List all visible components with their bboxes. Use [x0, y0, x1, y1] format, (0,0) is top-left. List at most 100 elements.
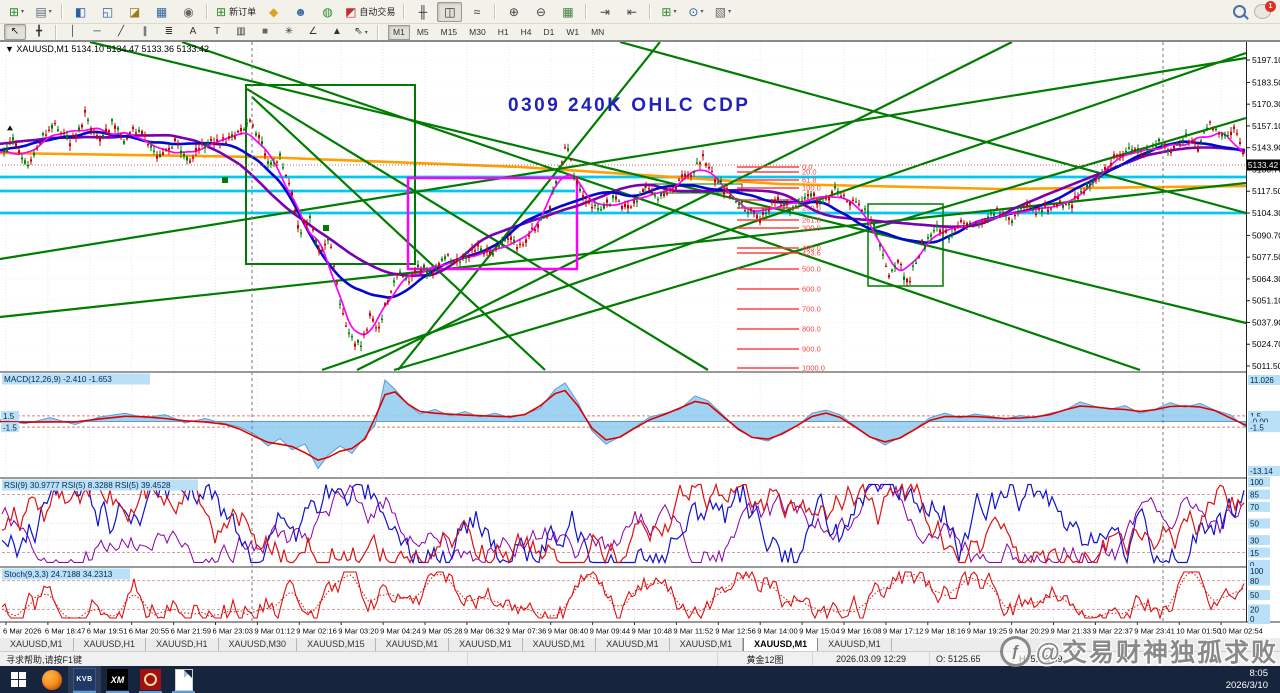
vline-icon[interactable]: │	[62, 24, 84, 40]
svg-text:5157.10: 5157.10	[1252, 121, 1280, 131]
periods-icon[interactable]: ⊙ ▾	[683, 2, 708, 22]
status-high: H: 5119.39	[1013, 652, 1100, 666]
svg-text:9 Mar 17:12: 9 Mar 17:12	[883, 627, 924, 636]
svg-text:9 Mar 09:44: 9 Mar 09:44	[590, 627, 631, 636]
chart-canvas[interactable]: 0.020.061.8100.0161.8200.0261.8300.0400.…	[0, 41, 1280, 638]
chart-tab[interactable]: XAUUSD,M1	[375, 636, 450, 651]
triangle-icon[interactable]: ▲	[326, 24, 348, 40]
timeframe-MN[interactable]: MN	[591, 27, 605, 37]
marks-icon[interactable]: ✳	[278, 24, 300, 40]
new-order-button[interactable]: ⊞ 新订单	[213, 2, 259, 22]
profiles-icon[interactable]: ▤ ▾	[31, 2, 56, 22]
profiles-icon-glyph: ▤	[35, 4, 47, 19]
chart-tab[interactable]: XAUUSD,M1	[449, 636, 523, 651]
svg-text:0: 0	[1250, 561, 1255, 570]
red-tile	[140, 669, 161, 690]
status-open: O: 5125.65	[930, 652, 1013, 666]
channel-icon[interactable]: ∥	[134, 24, 156, 40]
svg-text:1000.0: 1000.0	[802, 364, 825, 373]
text-icon[interactable]: A	[182, 24, 204, 40]
rect-icon[interactable]: ■	[254, 24, 276, 40]
angle-icon[interactable]: ∠	[302, 24, 324, 40]
trendline-icon[interactable]: ╱	[110, 24, 132, 40]
chart-tab[interactable]: XAUUSD,M1	[743, 636, 819, 651]
toolbar-separator	[403, 4, 406, 19]
autotrade-button[interactable]: ◩ 自动交易	[342, 2, 398, 22]
chart-tab[interactable]: XAUUSD,H1	[73, 636, 147, 651]
chart-shift-icon[interactable]: ⇤	[619, 2, 644, 22]
line-chart-icon[interactable]: ≈	[464, 2, 489, 22]
timeframe-buttons: M1 M5 M15 M30 H1 H4 D1 W1 MN	[387, 24, 610, 40]
label-icon[interactable]: T	[206, 24, 228, 40]
zoom-out-icon[interactable]: ⊖	[528, 2, 553, 22]
xm-app-icon[interactable]: XM	[101, 666, 134, 693]
chart-tab[interactable]: XAUUSD,M1	[522, 636, 597, 651]
svg-text:800.0: 800.0	[802, 325, 821, 334]
svg-text:9 Mar 05:28: 9 Mar 05:28	[422, 627, 463, 636]
chart-tab[interactable]: XAUUSD,H1	[146, 636, 219, 651]
chart-tab[interactable]: XAUUSD,M1	[669, 636, 744, 651]
auto-scroll-icon[interactable]: ⇥	[592, 2, 617, 22]
status-profile[interactable]: 黄金12图	[718, 652, 813, 666]
candle-chart-icon[interactable]: ◫	[437, 1, 463, 22]
chart-tab[interactable]: XAUUSD,M1	[0, 636, 74, 651]
timeframe-H4[interactable]: H4	[520, 27, 532, 37]
indicators-icon[interactable]: ⊞ ▾	[656, 2, 681, 22]
svg-text:6 Mar 20:55: 6 Mar 20:55	[129, 627, 170, 636]
zoom-in-icon[interactable]: ⊕	[501, 2, 526, 22]
svg-text:9 Mar 12:56: 9 Mar 12:56	[715, 627, 756, 636]
browser-app-icon[interactable]	[35, 666, 68, 693]
notification-bubble-icon[interactable]: 1	[1254, 1, 1276, 19]
start-button[interactable]	[2, 666, 35, 693]
hline-icon[interactable]: ─	[86, 24, 108, 40]
tile-windows-icon[interactable]: ▦	[555, 2, 580, 22]
shapes-icon[interactable]: ▥	[230, 24, 252, 40]
data-window-icon-glyph: ◱	[101, 4, 114, 19]
svg-text:61.8: 61.8	[802, 176, 817, 185]
svg-text:9 Mar 03:20: 9 Mar 03:20	[338, 627, 379, 636]
tester-icon[interactable]: ◉	[176, 2, 201, 22]
svg-text:9 Mar 23:41: 9 Mar 23:41	[1134, 627, 1175, 636]
svg-text:5104.30: 5104.30	[1252, 208, 1280, 218]
data-window-icon[interactable]: ◱	[95, 2, 120, 22]
new-chart-icon[interactable]: ⊞ ▾	[4, 2, 29, 22]
svg-text:9 Mar 07:36: 9 Mar 07:36	[506, 627, 547, 636]
chart-tab[interactable]: XAUUSD,M30	[218, 636, 298, 651]
bar-chart-icon[interactable]: ╫	[410, 2, 435, 22]
timeframe-D1[interactable]: D1	[543, 27, 555, 37]
market-watch-icon[interactable]: ◧	[68, 2, 93, 22]
chart-tab[interactable]: XAUUSD,M1	[818, 636, 892, 651]
taskbar-clock[interactable]: 8:05 2026/3/10	[1226, 668, 1268, 692]
red-app-icon[interactable]	[134, 666, 167, 693]
svg-text:6 Mar 19:51: 6 Mar 19:51	[87, 627, 128, 636]
arrows-icon-glyph: ⇖	[354, 26, 363, 37]
expert-advisor-icon[interactable]: ☻	[288, 2, 313, 22]
fibonacci-icon[interactable]: ≣	[158, 24, 180, 40]
timeframe-H1[interactable]: H1	[497, 27, 509, 37]
crosshair-icon[interactable]: ╋	[28, 24, 50, 40]
templates-icon[interactable]: ▧ ▾	[710, 2, 735, 22]
toolbar-separator	[494, 4, 497, 19]
timeframe-M1[interactable]: M1	[388, 24, 410, 40]
timeframe-M5[interactable]: M5	[416, 27, 429, 37]
svg-text:▼ XAUUSD,M1 5134.10 5134.47 5: ▼ XAUUSD,M1 5134.10 5134.47 5133.36 5133…	[5, 44, 209, 54]
chart-tab[interactable]: XAUUSD,M15	[297, 636, 376, 651]
metaeditor-icon[interactable]: ◆	[261, 2, 286, 22]
document-app-icon[interactable]	[167, 666, 200, 693]
timeframe-M15[interactable]: M15	[440, 27, 458, 37]
search-icon[interactable]	[1233, 5, 1246, 18]
autotrade-button-label: 自动交易	[359, 7, 396, 17]
timeframe-W1[interactable]: W1	[566, 27, 580, 37]
kvb-app-icon[interactable]: KVB	[68, 666, 101, 693]
terminal-icon[interactable]: ▦	[149, 2, 174, 22]
navigator-icon[interactable]: ◪	[122, 2, 147, 22]
timeframe-M30[interactable]: M30	[469, 27, 486, 37]
globe-icon[interactable]: ◍	[315, 2, 340, 22]
cursor-icon[interactable]: ↖	[4, 24, 26, 40]
status-bar: 寻求帮助,请按F1键 黄金12图 2026.03.09 12:29 O: 512…	[0, 651, 1280, 666]
arrows-icon[interactable]: ⇖ ▾	[350, 24, 372, 40]
svg-text:9 Mar 22:37: 9 Mar 22:37	[1092, 627, 1133, 636]
dropdown-caret-icon: ▾	[673, 9, 677, 15]
chart-tab[interactable]: XAUUSD,M1	[596, 636, 670, 651]
